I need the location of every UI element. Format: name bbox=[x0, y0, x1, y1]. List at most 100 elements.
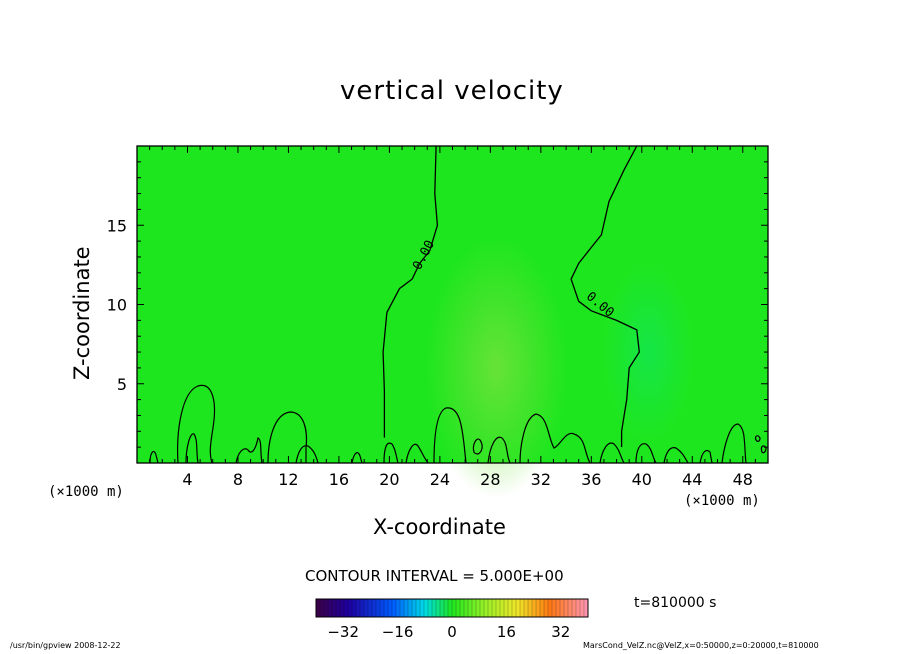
colorbar-cell bbox=[476, 599, 481, 617]
colorbar-cell bbox=[460, 599, 465, 617]
colorbar-cell bbox=[508, 599, 513, 617]
near-surface-contour bbox=[599, 442, 625, 464]
updraft-region bbox=[426, 237, 567, 498]
y-tick-label: 5 bbox=[117, 375, 127, 394]
y-axis-label: Z-coordinate bbox=[70, 246, 94, 380]
x-tick-label: 44 bbox=[682, 470, 702, 489]
colorbar-cell bbox=[560, 599, 565, 617]
near-surface-contour bbox=[519, 413, 591, 464]
colorbar-cell bbox=[544, 599, 549, 617]
colorbar: −32 −16 0 16 32 bbox=[315, 598, 589, 641]
near-surface-contour bbox=[351, 452, 363, 464]
colorbar-cell bbox=[540, 599, 545, 617]
colorbar-cell bbox=[440, 599, 445, 617]
colorbar-cell bbox=[348, 599, 353, 617]
colorbar-cell bbox=[552, 599, 557, 617]
colorbar-cell bbox=[512, 599, 517, 617]
colorbar-tick-label: 0 bbox=[447, 623, 457, 641]
colorbar-tick-label: 16 bbox=[497, 623, 516, 641]
near-surface-contour bbox=[472, 438, 483, 455]
colorbar-cell bbox=[564, 599, 569, 617]
near-surface-contour bbox=[267, 411, 308, 464]
y-tick-label: 10 bbox=[107, 296, 127, 315]
near-surface-contour bbox=[699, 449, 713, 464]
colorbar-cell bbox=[488, 599, 493, 617]
near-surface-contour bbox=[663, 447, 689, 464]
colorbar-cell bbox=[316, 599, 321, 617]
colorbar-cell bbox=[416, 599, 421, 617]
colorbar-cell bbox=[372, 599, 377, 617]
colorbar-cell bbox=[520, 599, 525, 617]
colorbar-cell bbox=[524, 599, 529, 617]
colorbar-cell bbox=[360, 599, 365, 617]
colorbar-cell bbox=[500, 599, 505, 617]
near-surface-contour bbox=[760, 445, 767, 454]
colorbar-cell bbox=[472, 599, 477, 617]
colorbar-cell bbox=[424, 599, 429, 617]
near-surface-contour bbox=[383, 442, 399, 464]
near-surface-contour bbox=[185, 433, 199, 464]
colorbar-cell bbox=[356, 599, 361, 617]
colorbar-cell bbox=[576, 599, 581, 617]
downdraft-region bbox=[603, 262, 694, 443]
x-tick-label: 32 bbox=[531, 470, 551, 489]
colorbar-cell bbox=[332, 599, 337, 617]
colorbar-cell bbox=[412, 599, 417, 617]
colorbar-cell bbox=[436, 599, 441, 617]
x-tick-label: 4 bbox=[182, 470, 192, 489]
x-tick-label: 20 bbox=[379, 470, 399, 489]
colorbar-cell bbox=[336, 599, 341, 617]
colorbar-tick-label: −32 bbox=[327, 623, 359, 641]
y-tick-label: 15 bbox=[107, 216, 127, 235]
near-surface-contour bbox=[295, 445, 319, 464]
colorbar-cell bbox=[340, 599, 345, 617]
zero-contour-line bbox=[570, 145, 640, 448]
colorbar-cell bbox=[496, 599, 501, 617]
colorbar-cell bbox=[380, 599, 385, 617]
colorbar-cell bbox=[468, 599, 473, 617]
colorbar-cell bbox=[456, 599, 461, 617]
x-tick-label: 36 bbox=[581, 470, 601, 489]
x-unit-left: (×1000 m) bbox=[48, 484, 124, 500]
colorbar-cell bbox=[420, 599, 425, 617]
near-surface-contour bbox=[721, 423, 747, 464]
x-tick-label: 48 bbox=[733, 470, 753, 489]
colorbar-cell bbox=[568, 599, 573, 617]
colorbar-tick-label: 32 bbox=[551, 623, 570, 641]
near-surface-contour bbox=[487, 436, 511, 464]
colorbar-cell bbox=[452, 599, 457, 617]
footer-right: MarsCond_VelZ.nc@VelZ,x=0:50000,z=0:2000… bbox=[583, 641, 819, 650]
colorbar-cell bbox=[504, 599, 509, 617]
colorbar-cell bbox=[344, 599, 349, 617]
x-axis-label: X-coordinate bbox=[373, 515, 506, 539]
x-tick-label: 8 bbox=[233, 470, 243, 489]
time-label: t=810000 s bbox=[634, 595, 717, 611]
colorbar-cell bbox=[408, 599, 413, 617]
contour-interval: CONTOUR INTERVAL = 5.000E+00 bbox=[305, 567, 564, 585]
colorbar-cell bbox=[532, 599, 537, 617]
colorbar-cell bbox=[572, 599, 577, 617]
x-tick-label: 40 bbox=[632, 470, 652, 489]
near-surface-contour bbox=[177, 384, 216, 464]
near-surface-contour bbox=[149, 450, 159, 464]
colorbar-cell bbox=[516, 599, 521, 617]
colorbar-cell bbox=[368, 599, 373, 617]
colorbar-cell bbox=[580, 599, 585, 617]
zero-contours bbox=[149, 145, 767, 464]
velocity-field bbox=[137, 146, 768, 498]
near-surface-contour bbox=[433, 407, 467, 464]
colorbar-cell bbox=[400, 599, 405, 617]
colorbar-cell bbox=[584, 599, 589, 617]
colorbar-cell bbox=[388, 599, 393, 617]
chart-title: vertical velocity bbox=[340, 76, 564, 106]
colorbar-cell bbox=[396, 599, 401, 617]
x-unit-right: (×1000 m) bbox=[684, 493, 760, 509]
near-surface-contour bbox=[635, 443, 657, 464]
colorbar-frame bbox=[315, 598, 589, 618]
colorbar-cell bbox=[352, 599, 357, 617]
near-surface-contour bbox=[754, 435, 761, 442]
colorbar-cell bbox=[432, 599, 437, 617]
colorbar-cell bbox=[492, 599, 497, 617]
